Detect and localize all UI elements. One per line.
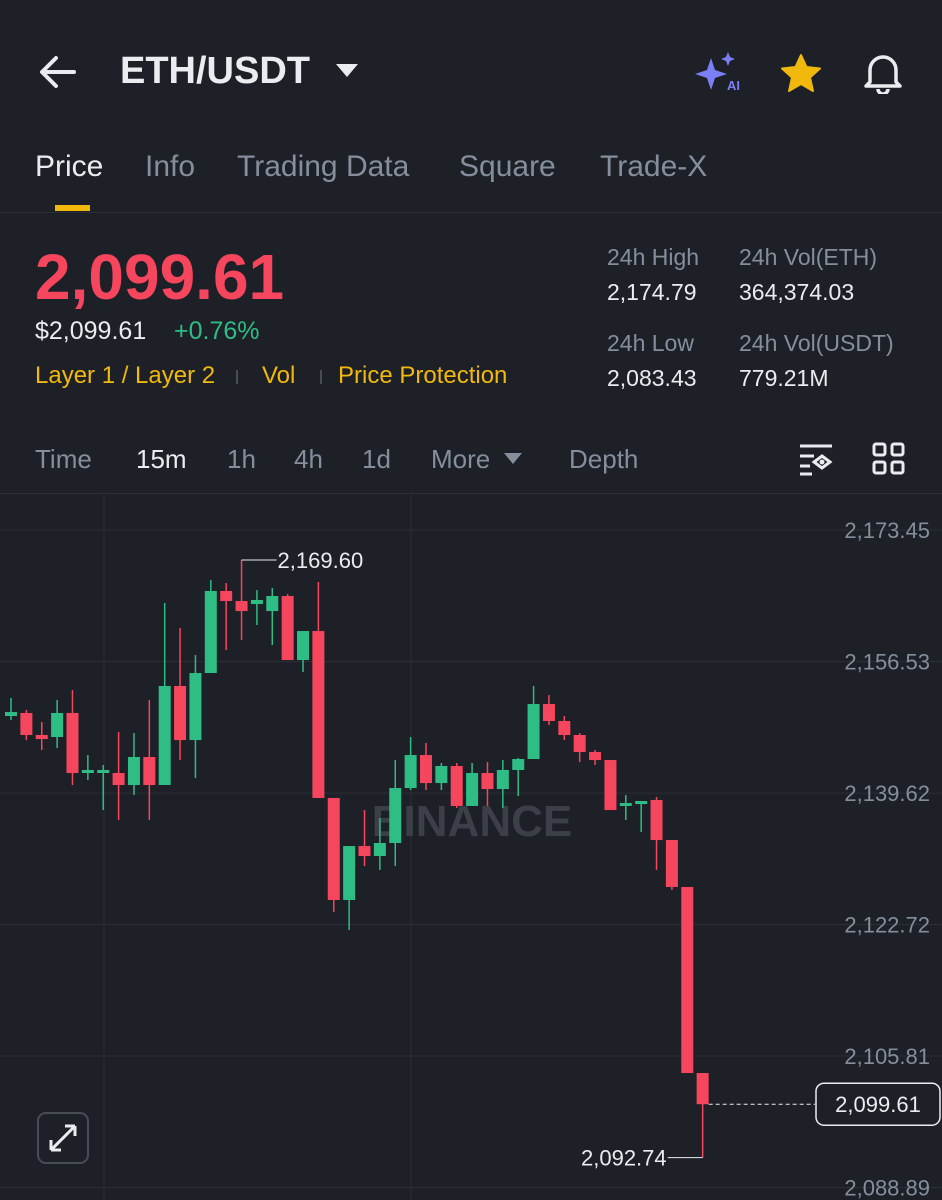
back-button[interactable] [38, 54, 78, 90]
alert-button[interactable] [862, 52, 904, 94]
candle-body [419, 755, 432, 784]
interval[interactable]: 1d [362, 444, 391, 474]
candle-body [665, 840, 678, 888]
tab[interactable]: Info [145, 150, 196, 183]
candle-body [635, 801, 648, 805]
candle-body [604, 760, 617, 811]
stat-label: 24h Low [607, 330, 694, 356]
y-tick-label: 2,173.45 [844, 518, 930, 543]
candlestick-chart: BINANCE 2,173.452,156.532,139.622,122.72… [0, 493, 942, 1200]
interval[interactable]: Depth [569, 444, 639, 474]
y-tick-label: 2,122.72 [844, 912, 930, 937]
y-tick-label: 2,156.53 [844, 650, 930, 675]
candle-body [512, 759, 525, 770]
interval[interactable]: 1h [227, 444, 256, 474]
pair-title[interactable]: ETH/USDT [120, 50, 310, 92]
more-dropdown[interactable] [504, 453, 522, 464]
tag[interactable]: Layer 1 / Layer 2 [35, 362, 216, 389]
candle-body [358, 846, 371, 856]
separator [320, 370, 322, 384]
price-change: +0.76% [174, 317, 260, 345]
stat-label: 24h High [607, 244, 700, 270]
tab[interactable]: Trading Data [237, 150, 410, 183]
last-price: 2,099.61 [35, 241, 285, 313]
candle-body [127, 756, 140, 785]
stat-value: 364,374.03 [739, 279, 855, 305]
divider [0, 212, 942, 213]
stat-value: 779.21M [739, 365, 829, 391]
high-marker-label: 2,169.60 [278, 548, 364, 573]
candle-body [266, 596, 279, 612]
ai-badge: AI [727, 78, 740, 93]
candle-body [435, 766, 448, 784]
candle-body [297, 631, 310, 661]
candle-body [389, 788, 402, 844]
candle-body [312, 631, 325, 798]
stat-value: 2,083.43 [607, 365, 697, 391]
interval[interactable]: More [431, 444, 491, 474]
candle-body [527, 704, 540, 760]
stat-label: 24h Vol(USDT) [739, 330, 894, 356]
usd-price: $2,099.61 [35, 317, 147, 345]
tab[interactable]: Square [459, 150, 556, 183]
candle-body [696, 1073, 709, 1105]
layout-toggle[interactable] [872, 442, 906, 476]
interval[interactable]: 15m [136, 444, 187, 474]
candle-body [450, 766, 463, 806]
candle-body [589, 752, 602, 761]
candle-body [5, 712, 17, 717]
candle-body [681, 887, 694, 1074]
candle-body [281, 596, 294, 661]
low-marker-label: 2,092.74 [581, 1146, 667, 1171]
active-tab-indicator [55, 205, 90, 211]
candle-body [481, 773, 494, 790]
stat-label: 24h Vol(ETH) [739, 244, 878, 270]
candle-body [20, 712, 33, 735]
y-tick-label: 2,139.62 [844, 781, 930, 806]
candle-body [204, 590, 217, 674]
separator [236, 370, 238, 384]
candle-body [466, 773, 479, 806]
interval[interactable]: 4h [294, 444, 323, 474]
candle-body [343, 846, 356, 900]
indicator-settings[interactable] [798, 442, 834, 476]
y-tick-label: 2,088.89 [844, 1176, 930, 1200]
pair-dropdown[interactable] [336, 64, 358, 78]
candle-body [496, 769, 509, 790]
candle-body [220, 590, 233, 602]
candle-body [189, 673, 202, 741]
candle-body [542, 704, 555, 721]
tab[interactable]: Trade-X [600, 150, 708, 183]
y-tick-label: 2,105.81 [844, 1044, 930, 1069]
last-price-label: 2,099.61 [835, 1092, 921, 1117]
favorite-button[interactable] [780, 53, 822, 93]
candle-body [573, 734, 586, 753]
candle-body [619, 803, 632, 806]
candle-body [112, 773, 125, 785]
candle-body [51, 712, 64, 738]
candle-body [558, 720, 571, 735]
candle-body [66, 712, 79, 774]
tag[interactable]: Vol [262, 362, 296, 389]
candle-body [250, 599, 263, 605]
tag[interactable]: Price Protection [338, 362, 508, 389]
interval[interactable]: Time [35, 444, 92, 474]
stat-value: 2,174.79 [607, 279, 697, 305]
candle-body [327, 797, 340, 900]
tab[interactable]: Price [35, 150, 104, 183]
candle-body [97, 769, 110, 774]
candle-body [81, 769, 94, 774]
candle-body [235, 601, 248, 612]
candle-body [35, 734, 48, 740]
candle-body [158, 686, 171, 785]
candle-body [373, 843, 386, 856]
candle-body [174, 686, 187, 741]
ai-button[interactable]: AI [695, 52, 741, 94]
fullscreen-button[interactable] [37, 1112, 89, 1164]
last-price-box [815, 1082, 941, 1126]
candle-body [650, 799, 663, 841]
candle-body [404, 755, 417, 789]
candle-body [143, 756, 156, 785]
